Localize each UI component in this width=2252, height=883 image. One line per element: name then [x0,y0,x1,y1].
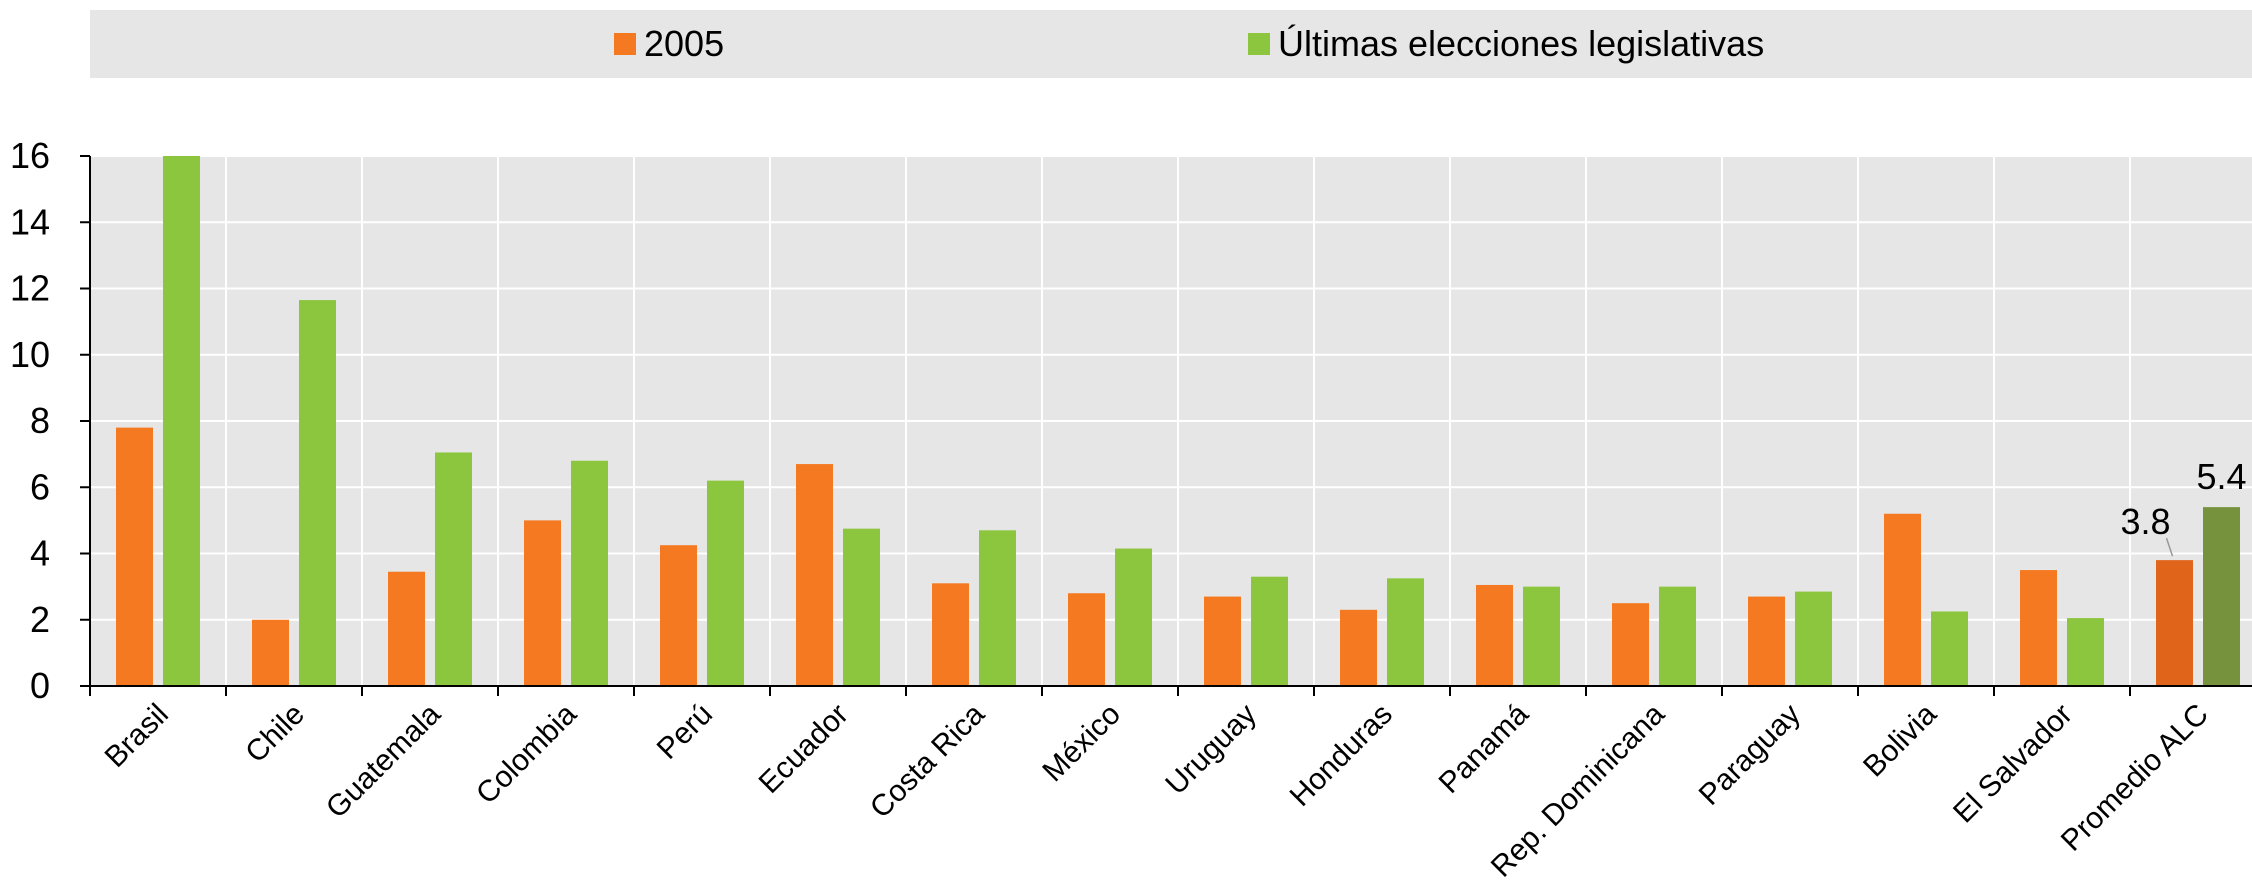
legend-label-ultimas: Últimas elecciones legislativas [1278,23,1765,64]
y-tick-label: 14 [10,201,50,242]
data-label-leader [2165,537,2174,557]
category-label: México [1036,698,1127,789]
legend-item-ultimas: Últimas elecciones legislativas [1248,10,1764,78]
y-tick-label: 4 [30,533,50,574]
y-tick-label: 10 [10,334,50,375]
bar-ultimas-9 [1387,578,1424,686]
bar-ultimas-1 [299,300,336,686]
bar-ultimas-11 [1659,586,1696,686]
legend-item-2005: 2005 [614,10,724,78]
legend-swatch-ultimas [1248,33,1270,55]
category-label: Uruguay [1159,698,1263,802]
bar-2005-10 [1476,584,1513,686]
data-label-2005: 3.8 [2120,501,2170,542]
legend-swatch-2005 [614,33,636,55]
category-label: Guatemala [320,697,447,824]
bar-ultimas-4 [707,480,744,686]
bar-ultimas-5 [843,528,880,686]
bar-2005-13 [1884,513,1921,686]
bar-2005-14 [2020,570,2057,686]
bar-2005-11 [1612,603,1649,686]
bar-ultimas-0 [163,156,200,686]
bar-ultimas-6 [979,530,1016,686]
bar-2005-8 [1204,596,1241,686]
bar-ultimas-12 [1795,591,1832,686]
bar-ultimas-7 [1115,548,1152,686]
bar-2005-3 [524,520,561,686]
bar-ultimas-3 [571,460,608,686]
category-label: Promedio ALC [2055,698,2215,858]
bar-2005-12 [1748,596,1785,686]
bar-ultimas-8 [1251,576,1288,686]
bar-2005-2 [388,571,425,686]
bar-ultimas-15 [2203,507,2240,686]
category-label: Brasil [99,698,175,774]
bar-2005-5 [796,464,833,686]
category-label: El Salvador [1947,698,2079,830]
data-label-ultimas: 5.4 [2196,456,2246,497]
bar-2005-7 [1068,593,1105,686]
category-label: Chile [239,698,311,770]
category-label: Paraguay [1693,698,1807,812]
y-tick-label: 2 [30,599,50,640]
category-label: Perú [651,698,719,766]
bar-2005-15 [2156,560,2193,686]
category-label: Ecuador [753,698,855,800]
category-label: Panamá [1433,697,1536,800]
bar-2005-4 [660,545,697,686]
chart-legend: 2005 Últimas elecciones legislativas [90,10,2252,78]
bar-2005-1 [252,619,289,686]
bar-ultimas-14 [2067,618,2104,686]
y-tick-label: 6 [30,466,50,507]
bar-2005-6 [932,583,969,686]
y-tick-label: 12 [10,268,50,309]
legend-label-2005: 2005 [644,23,725,64]
category-label: Costa Rica [864,697,991,824]
category-label: Colombia [470,697,583,810]
bar-2005-9 [1340,609,1377,686]
bar-ultimas-13 [1931,611,1968,686]
y-tick-label: 8 [30,400,50,441]
bar-2005-0 [116,427,153,686]
bar-ultimas-2 [435,452,472,686]
bar-ultimas-10 [1523,586,1560,686]
bars-group [116,156,2240,686]
category-label: Bolivia [1857,697,1943,783]
axes [80,155,2252,696]
y-tick-label: 0 [30,665,50,706]
category-label: Honduras [1284,698,1399,813]
y-tick-label: 16 [10,135,50,176]
